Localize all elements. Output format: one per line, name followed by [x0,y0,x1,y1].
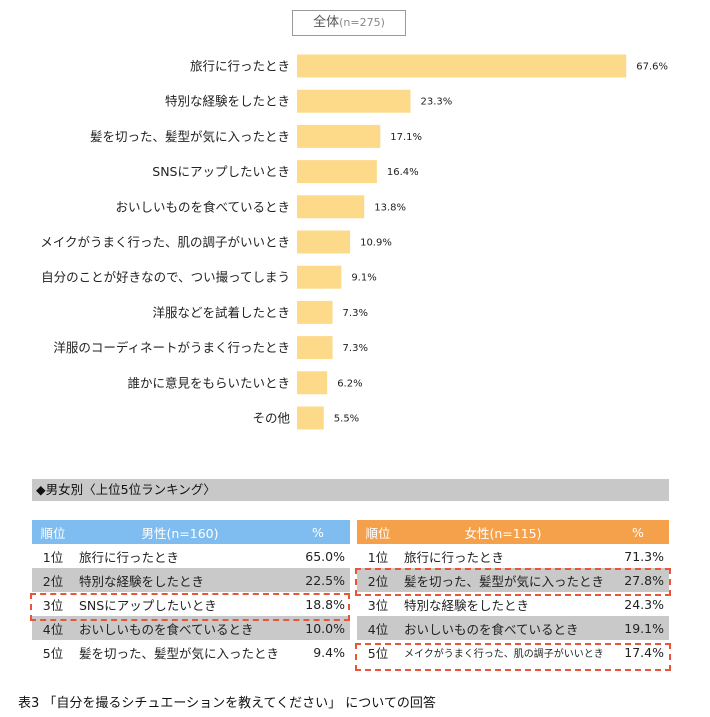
section-title: ◆男女別〈上位5位ランキング〉 [32,479,669,501]
value-label: 9.1% [351,273,376,284]
bar [297,195,365,219]
bar [297,89,411,113]
overall-badge: 全体(n=275) [292,10,406,36]
bar [297,124,381,148]
table-row: 2位 髪を切った、髪型が気に入ったとき 27.8% [357,568,669,592]
pct-cell: 18.8% [286,592,350,616]
table-caption: 表3 「自分を撮るシチュエーションを教えてください」 についての回答 [18,696,436,711]
item-cell: おいしいものを食べているとき [399,616,607,640]
item-cell: SNSにアップしたいとき [74,592,286,616]
table-row: 3位 特別な経験をしたとき 24.3% [357,592,669,616]
category-label: SNSにアップしたいとき [152,164,290,179]
value-label: 23.3% [420,97,452,108]
rank-cell: 4位 [357,616,399,640]
category-label: 自分のことが好きなので、つい撮ってしまう [41,270,290,285]
female-header-row: 順位 女性(n=115) % [357,520,669,544]
overall-badge-n: (n=275) [339,16,385,29]
table-row: 5位 髪を切った、髪型が気に入ったとき 9.4% [32,640,350,664]
value-label: 67.6% [636,62,668,73]
rank-cell: 3位 [32,592,74,616]
male-header-row: 順位 男性(n=160) % [32,520,350,544]
category-label: 髪を切った、髪型が気に入ったとき [90,129,290,144]
value-label: 7.3% [343,308,368,319]
female-ranking-table: 順位 女性(n=115) % 1位 旅行に行ったとき 71.3% 2位 髪を切っ… [357,520,669,664]
value-label: 5.5% [334,414,359,425]
bar [297,265,342,289]
male-ranking-table: 順位 男性(n=160) % 1位 旅行に行ったとき 65.0% 2位 特別な経… [32,520,350,664]
table-row: 3位 SNSにアップしたいとき 18.8% [32,592,350,616]
pct-cell: 19.1% [607,616,669,640]
value-label: 13.8% [374,202,406,213]
value-label: 17.1% [390,132,422,143]
bar [297,160,377,184]
category-label: メイクがうまく行った、肌の調子がいいとき [40,235,290,250]
rank-cell: 1位 [357,544,399,568]
rank-cell: 1位 [32,544,74,568]
table-row: 1位 旅行に行ったとき 65.0% [32,544,350,568]
category-label: 特別な経験をしたとき [165,94,290,109]
male-header-pct: % [286,520,350,544]
female-header-pct: % [607,520,669,544]
male-header-rank: 順位 [32,520,74,544]
bar [297,300,333,324]
value-label: 6.2% [337,378,362,389]
item-cell: 旅行に行ったとき [74,544,286,568]
female-header-rank: 順位 [357,520,399,544]
female-header-item: 女性(n=115) [399,520,607,544]
bar [297,230,351,254]
pct-cell: 27.8% [607,568,669,592]
table-row: 4位 おいしいものを食べているとき 19.1% [357,616,669,640]
rank-cell: 2位 [357,568,399,592]
item-cell: 髪を切った、髪型が気に入ったとき [74,640,286,664]
category-label: 誰かに意見をもらいたいとき [127,375,290,390]
bar-chart: 旅行に行ったとき 67.6% 特別な経験をしたとき 23.3% 髪を切った、髪型が気に入… [40,54,668,430]
item-cell: 特別な経験をしたとき [399,592,607,616]
category-label: 洋服などを試着したとき [152,305,290,320]
bar [297,371,328,395]
value-label: 16.4% [387,167,419,178]
male-header-item: 男性(n=160) [74,520,286,544]
bar [297,54,627,78]
pct-cell: 65.0% [286,544,350,568]
highlight-female-rank2 [355,568,671,596]
pct-cell: 24.3% [607,592,669,616]
category-label: 洋服のコーディネートがうまく行ったとき [53,340,290,355]
rank-cell: 2位 [32,568,74,592]
pct-cell: 9.4% [286,640,350,664]
overall-badge-label: 全体 [313,15,340,30]
bar [297,406,324,430]
table-row: 2位 特別な経験をしたとき 22.5% [32,568,350,592]
rank-cell: 5位 [32,640,74,664]
pct-cell: 71.3% [607,544,669,568]
item-cell: 髪を切った、髪型が気に入ったとき [399,568,607,592]
item-cell: 旅行に行ったとき [399,544,607,568]
item-cell: 特別な経験をしたとき [74,568,286,592]
table-row: 1位 旅行に行ったとき 71.3% [357,544,669,568]
highlight-male-rank3 [30,593,350,621]
highlight-female-rank5 [355,643,671,671]
category-label: おいしいものを食べているとき [115,199,290,214]
pct-cell: 22.5% [286,568,350,592]
category-label: その他 [252,411,290,426]
value-label: 10.9% [360,238,392,249]
rank-cell: 3位 [357,592,399,616]
category-label: 旅行に行ったとき [190,59,290,74]
value-label: 7.3% [343,343,368,354]
bar [297,336,333,360]
